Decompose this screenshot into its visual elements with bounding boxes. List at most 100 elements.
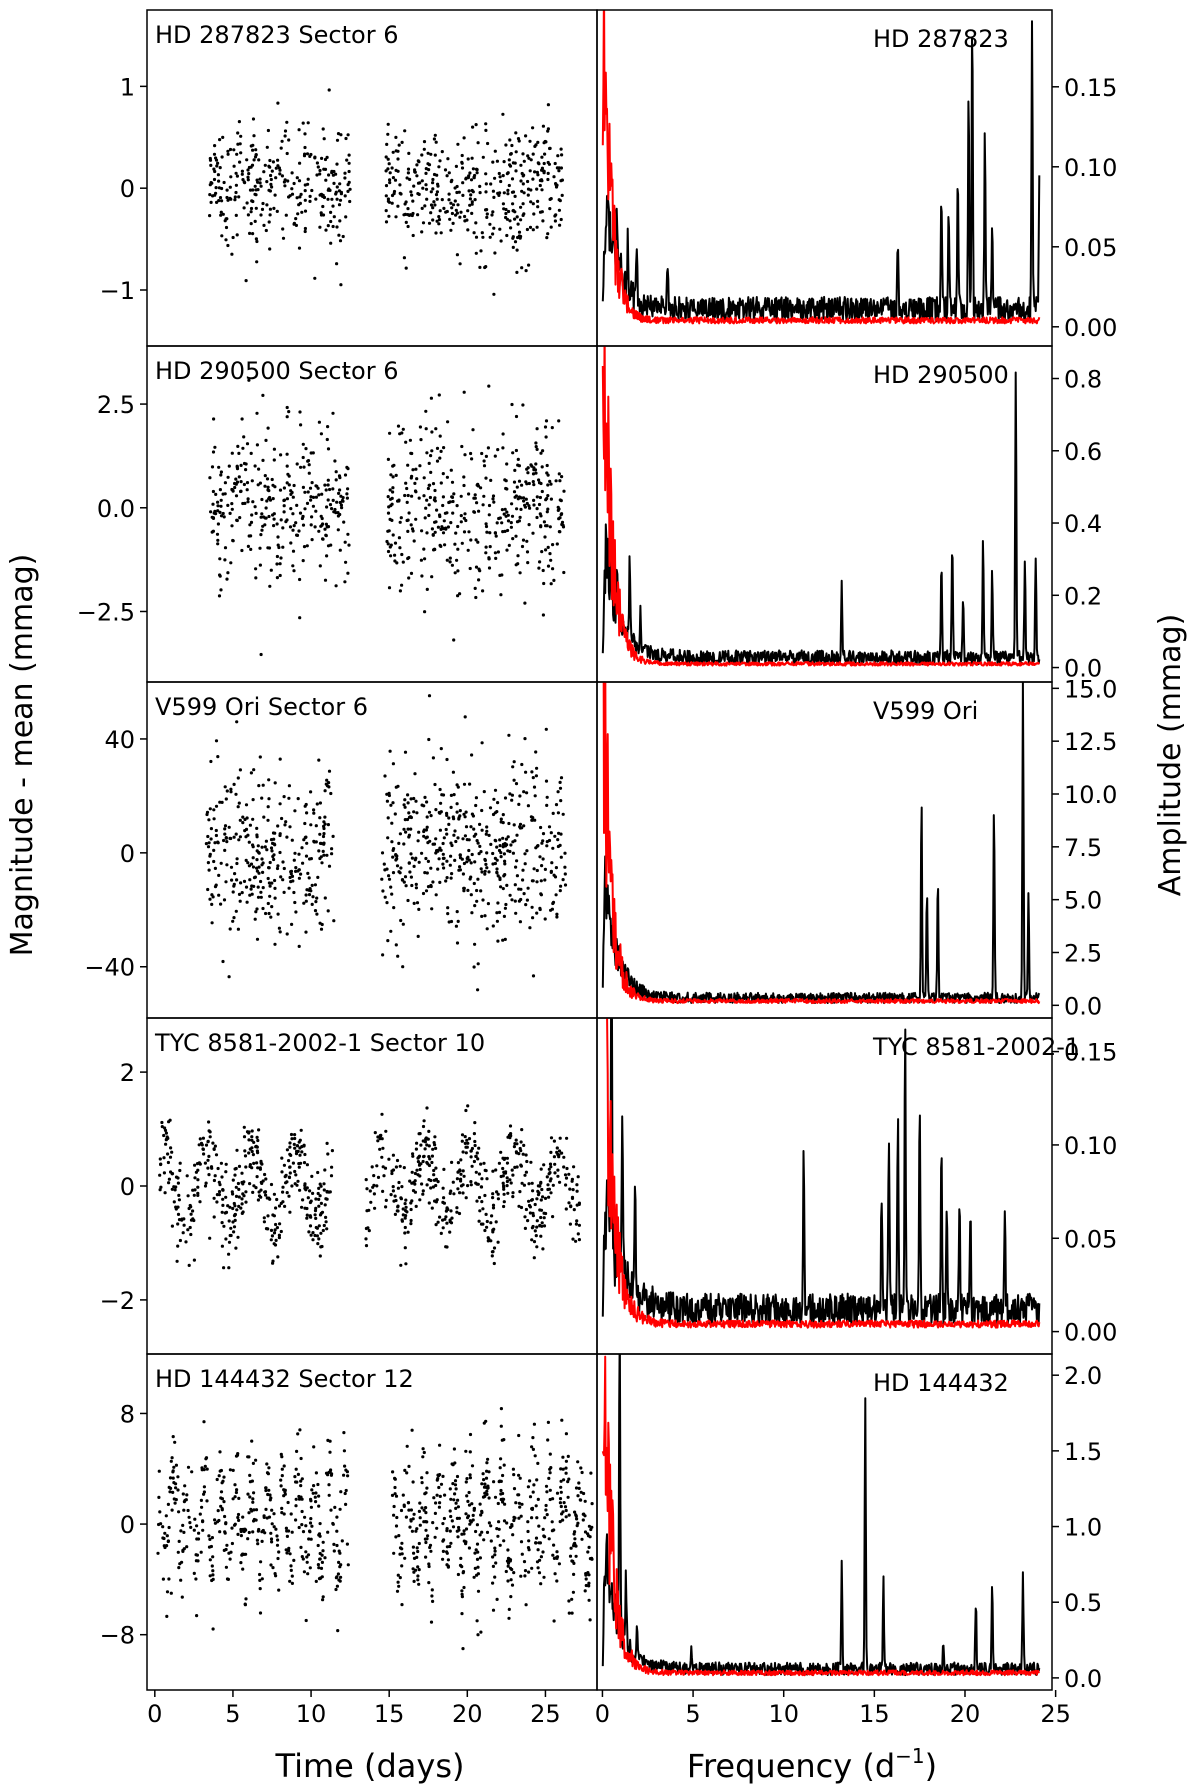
light-curve-point bbox=[218, 1450, 222, 1454]
light-curve-point bbox=[212, 167, 216, 171]
light-curve-point bbox=[466, 1141, 470, 1145]
light-curve-point bbox=[292, 1558, 296, 1562]
light-curve-point bbox=[223, 546, 228, 550]
light-curve-point bbox=[517, 1501, 522, 1505]
light-curve-point bbox=[561, 1510, 565, 1514]
light-curve-point bbox=[391, 762, 395, 766]
light-curve-point bbox=[452, 1498, 456, 1502]
light-curve-point bbox=[466, 209, 470, 213]
light-curve-point bbox=[231, 1192, 235, 1196]
light-curve-point bbox=[570, 1195, 575, 1199]
light-curve-point bbox=[446, 1558, 450, 1562]
light-curve-point bbox=[506, 192, 510, 196]
light-curve-point bbox=[473, 493, 477, 497]
light-curve-point bbox=[448, 1218, 452, 1222]
light-curve-point bbox=[230, 1541, 234, 1546]
light-curve-point bbox=[388, 749, 392, 753]
light-curve-point bbox=[260, 796, 264, 800]
y-tick-label-left: 0.0 bbox=[97, 495, 135, 523]
light-curve-point bbox=[489, 842, 493, 847]
light-curve-point bbox=[335, 1584, 339, 1588]
light-curve-point bbox=[297, 1162, 301, 1166]
light-curve-point bbox=[545, 1490, 549, 1494]
light-curve-point bbox=[255, 411, 259, 415]
light-curve-point bbox=[303, 1183, 307, 1188]
light-curve-point bbox=[502, 1438, 506, 1442]
light-curve-point bbox=[267, 866, 271, 870]
light-curve-point bbox=[391, 1470, 395, 1474]
light-curve-point bbox=[274, 176, 278, 180]
light-curve-point bbox=[301, 1530, 306, 1534]
light-curve-point bbox=[344, 1488, 348, 1493]
light-curve-point bbox=[213, 885, 218, 889]
light-curve-point bbox=[552, 175, 556, 179]
light-curve-point bbox=[467, 1490, 471, 1495]
light-curve-point bbox=[409, 827, 413, 831]
light-curve-point bbox=[490, 213, 494, 217]
light-curve-point bbox=[290, 1184, 294, 1188]
light-curve-point bbox=[250, 1149, 254, 1154]
light-curve-point bbox=[417, 1509, 421, 1513]
light-curve-point bbox=[232, 884, 236, 888]
light-curve-point bbox=[287, 1546, 291, 1550]
light-curve-point bbox=[425, 800, 429, 804]
light-curve-point bbox=[305, 152, 310, 156]
light-curve-point bbox=[459, 1172, 463, 1176]
light-curve-point bbox=[536, 1566, 540, 1570]
light-curve-point bbox=[511, 1173, 515, 1177]
light-curve-point bbox=[295, 196, 299, 200]
light-curve-point bbox=[250, 1439, 254, 1443]
light-curve-point bbox=[420, 529, 424, 533]
light-curve-point bbox=[457, 1525, 461, 1530]
light-curve-point bbox=[514, 1138, 518, 1142]
light-curve-point bbox=[506, 849, 510, 853]
light-curve-point bbox=[427, 1581, 431, 1585]
light-curve-point bbox=[279, 1484, 283, 1488]
light-curve-point bbox=[540, 489, 544, 494]
light-curve-point bbox=[291, 512, 295, 516]
light-curve-point bbox=[503, 507, 507, 511]
light-curve-point bbox=[532, 1483, 536, 1487]
light-curve-point bbox=[178, 1161, 182, 1165]
light-curve-point bbox=[228, 511, 232, 515]
light-curve-point bbox=[177, 1510, 181, 1514]
y-tick-label-right: 1.5 bbox=[1064, 1438, 1102, 1466]
light-curve-point bbox=[568, 1222, 573, 1226]
light-curve-point bbox=[304, 1524, 308, 1528]
light-curve-point bbox=[424, 1511, 428, 1515]
light-curve-point bbox=[264, 438, 268, 442]
light-curve-point bbox=[469, 538, 473, 542]
light-curve-point bbox=[513, 883, 517, 887]
light-curve-point bbox=[568, 1187, 572, 1191]
light-curve-point bbox=[442, 866, 446, 870]
panel-row-4: 80−8HD 144432 Sector 12 2.01.51.00.50.0HD… bbox=[100, 1353, 1102, 1693]
light-curve-point bbox=[202, 1485, 206, 1489]
y-tick-label-left: −2 bbox=[100, 1287, 135, 1315]
light-curve-point bbox=[478, 191, 482, 195]
light-curve-point bbox=[269, 182, 273, 186]
light-curve-point bbox=[267, 1488, 271, 1492]
light-curve-point bbox=[463, 815, 467, 819]
light-curve-point bbox=[252, 1508, 256, 1512]
light-curve-point bbox=[551, 567, 555, 571]
light-curve-point bbox=[327, 864, 332, 868]
light-curve-point bbox=[286, 179, 290, 183]
light-curve-point bbox=[500, 521, 504, 525]
light-curve-point bbox=[226, 571, 230, 575]
light-curve-point bbox=[493, 1546, 497, 1550]
light-curve-point bbox=[544, 419, 549, 423]
light-curve-point bbox=[467, 189, 471, 193]
light-curve-point bbox=[280, 1170, 284, 1174]
light-curve-point bbox=[526, 1529, 530, 1534]
light-curve-point bbox=[463, 453, 467, 457]
light-curve-point bbox=[229, 790, 233, 794]
light-curve-point bbox=[506, 1135, 510, 1139]
light-curve-point bbox=[561, 1518, 565, 1522]
light-curve-point bbox=[524, 770, 528, 774]
light-curve-point bbox=[523, 737, 527, 741]
light-curve-point bbox=[501, 1166, 505, 1171]
light-curve-point bbox=[429, 470, 433, 474]
light-curve-point bbox=[560, 153, 564, 157]
light-curve-point bbox=[473, 1566, 477, 1570]
light-curve-point bbox=[311, 504, 315, 508]
